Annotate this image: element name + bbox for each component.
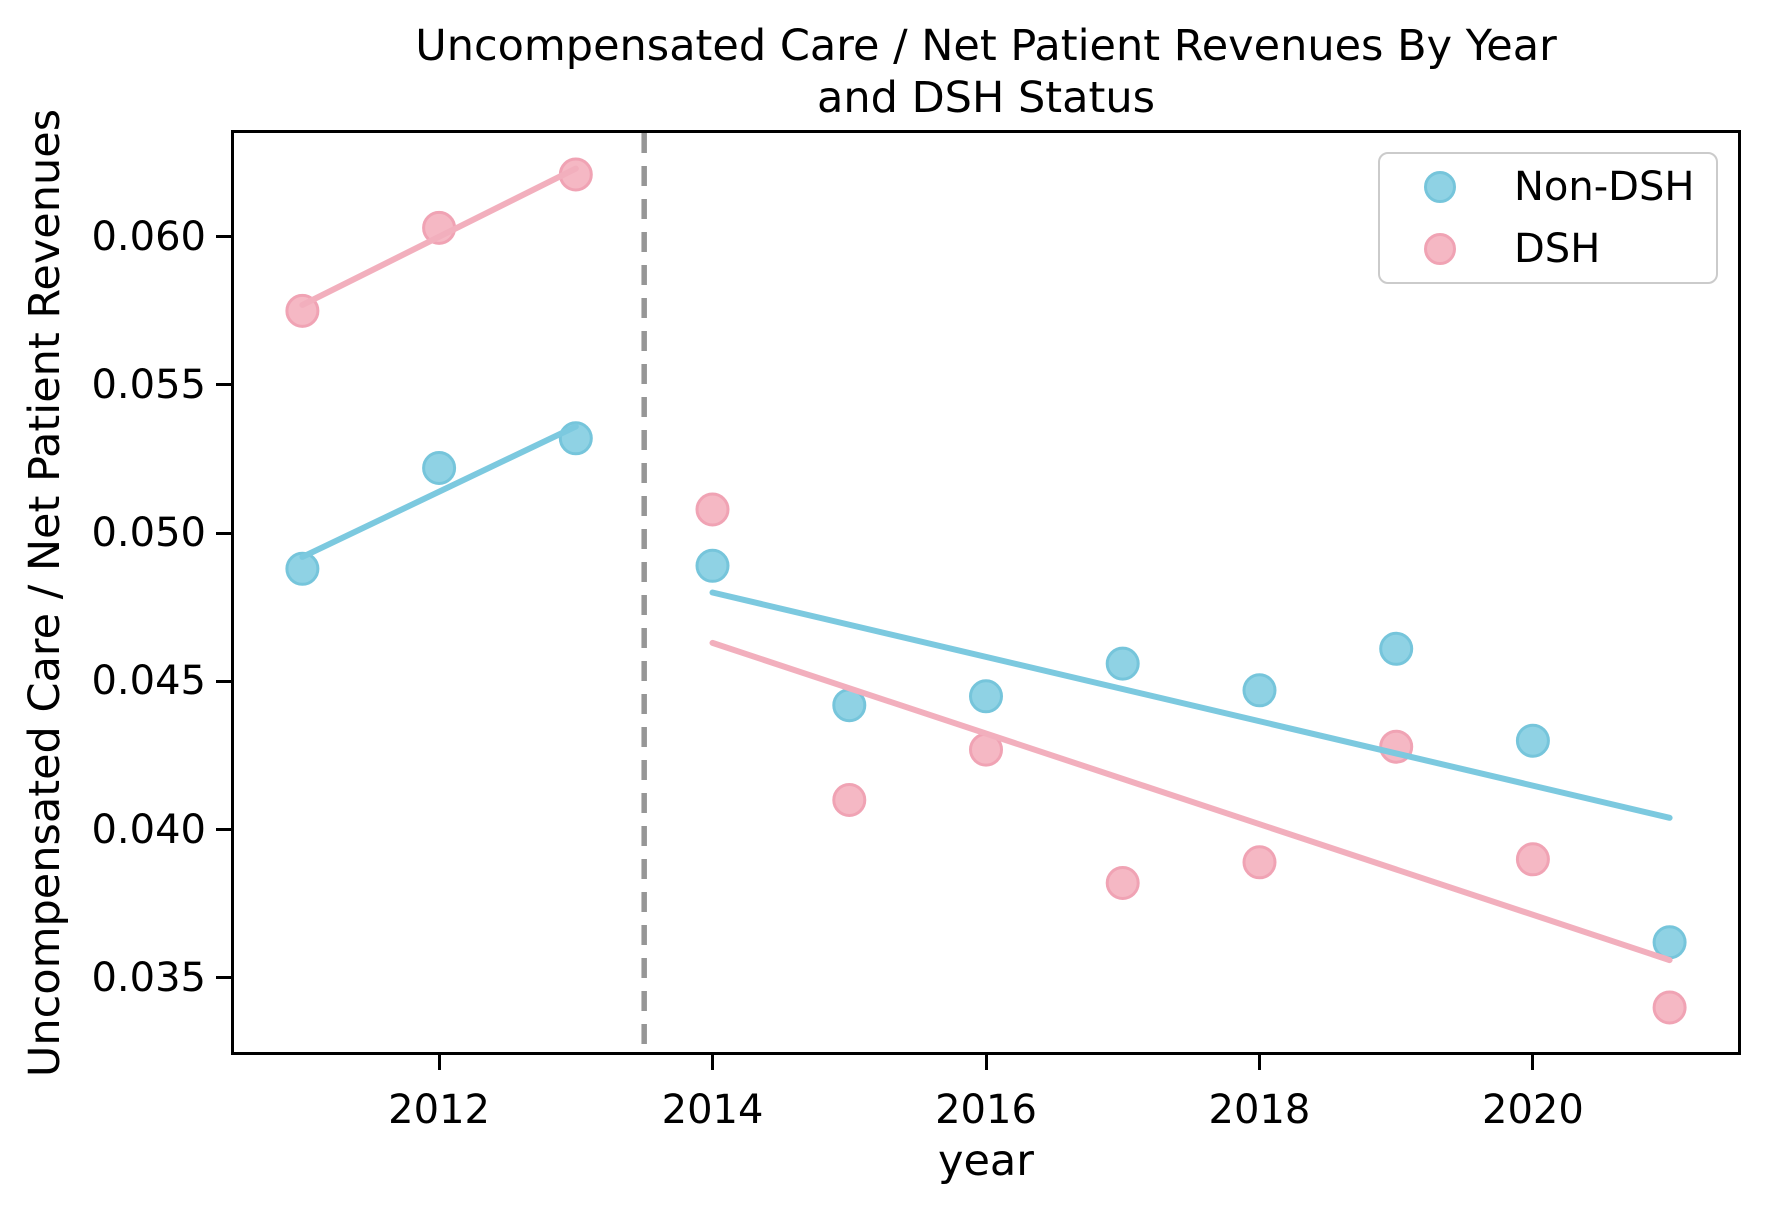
chart-title-line1: Uncompensated Care / Net Patient Revenue… xyxy=(415,21,1557,71)
legend-item-non-dsh: Non-DSH xyxy=(1380,159,1716,215)
y-tick-mark-0.045 xyxy=(216,679,231,683)
point-dsh-2018 xyxy=(1242,845,1277,880)
legend-label-non-dsh: Non-DSH xyxy=(1514,164,1695,210)
legend-label-dsh: DSH xyxy=(1514,226,1601,272)
plot-canvas xyxy=(285,133,1687,1052)
point-dsh-2021 xyxy=(1652,990,1687,1025)
y-tick-label-0.035: 0.035 xyxy=(91,954,206,1001)
point-non-dsh-2021 xyxy=(1652,925,1687,960)
y-axis-label-wrap: Uncompensated Care / Net Patient Revenue… xyxy=(18,108,72,1076)
point-dsh-2015 xyxy=(832,783,867,817)
x-tick-mark-2020 xyxy=(1531,1055,1535,1070)
plot-area: Non-DSH DSH xyxy=(231,130,1741,1055)
chart-title: Uncompensated Care / Net Patient Revenue… xyxy=(234,20,1738,124)
y-tick-label-0.055: 0.055 xyxy=(91,361,206,408)
y-tick-mark-0.055 xyxy=(216,383,231,387)
legend: Non-DSH DSH xyxy=(1378,152,1718,284)
trend-line-dsh-2011 xyxy=(299,165,579,308)
x-tick-label-2020: 2020 xyxy=(1482,1087,1584,1133)
point-non-dsh-2016 xyxy=(969,679,1003,714)
x-tick-mark-2012 xyxy=(437,1055,441,1070)
point-non-dsh-2018 xyxy=(1242,673,1277,708)
point-dsh-2020 xyxy=(1515,842,1550,877)
x-tick-label-2012: 2012 xyxy=(388,1087,490,1133)
legend-item-dsh: DSH xyxy=(1380,221,1716,277)
x-tick-label-2016: 2016 xyxy=(935,1087,1037,1133)
point-non-dsh-2019 xyxy=(1379,631,1414,666)
x-tick-label-2014: 2014 xyxy=(661,1087,764,1133)
chart-title-line2: and DSH Status xyxy=(817,73,1155,123)
point-non-dsh-2014 xyxy=(695,548,730,583)
point-non-dsh-2011 xyxy=(285,551,320,586)
point-non-dsh-2020 xyxy=(1515,723,1550,758)
y-tick-label-0.045: 0.045 xyxy=(91,658,206,705)
point-dsh-2014 xyxy=(695,492,730,527)
x-tick-mark-2016 xyxy=(984,1055,988,1070)
trend-line-dsh-2014 xyxy=(709,639,1673,964)
y-tick-label-0.040: 0.040 xyxy=(91,806,206,853)
y-tick-mark-0.050 xyxy=(216,531,231,535)
trend-line-non-dsh-2011 xyxy=(299,423,579,560)
x-tick-mark-2014 xyxy=(711,1055,715,1070)
x-tick-label-2018: 2018 xyxy=(1208,1087,1311,1133)
point-non-dsh-2012 xyxy=(422,451,457,485)
x-tick-mark-2018 xyxy=(1257,1055,1261,1070)
y-tick-mark-0.060 xyxy=(216,235,231,239)
point-non-dsh-2017 xyxy=(1105,646,1140,681)
y-tick-label-0.050: 0.050 xyxy=(91,510,206,557)
y-tick-mark-0.040 xyxy=(216,828,231,832)
x-axis-label: year xyxy=(938,1136,1034,1186)
non-dsh-marker-icon xyxy=(1424,171,1456,203)
dsh-marker-icon xyxy=(1424,233,1456,265)
y-tick-mark-0.035 xyxy=(216,976,231,980)
point-dsh-2017 xyxy=(1105,866,1140,900)
trend-line-non-dsh-2014 xyxy=(709,589,1673,821)
y-tick-label-0.060: 0.060 xyxy=(91,213,206,260)
